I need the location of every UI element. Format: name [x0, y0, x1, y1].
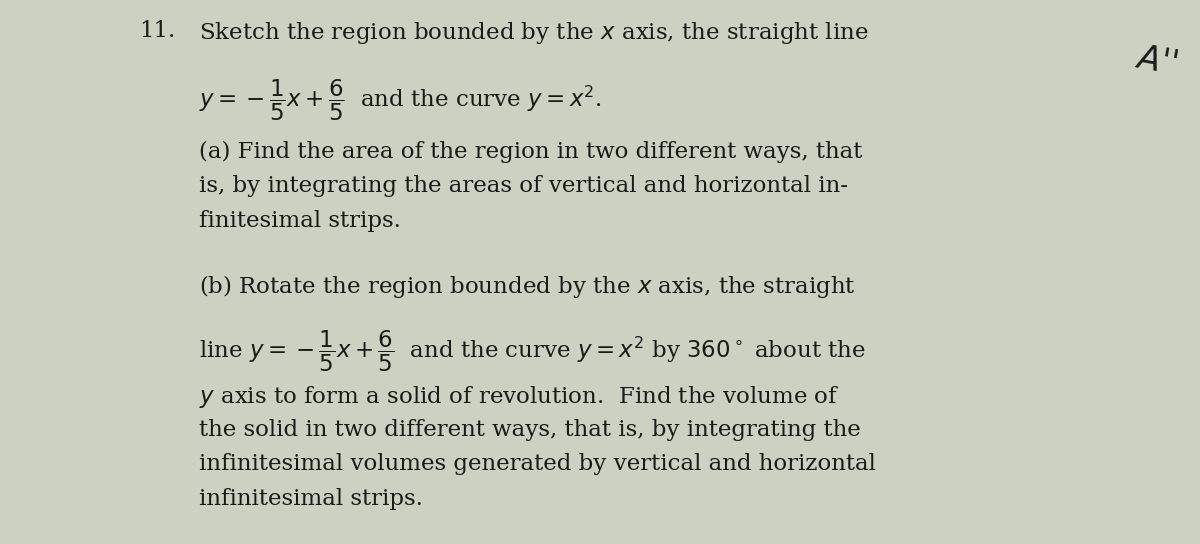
Text: infinitesimal volumes generated by vertical and horizontal: infinitesimal volumes generated by verti… [199, 453, 876, 475]
Text: (a) Find the area of the region in two different ways, that: (a) Find the area of the region in two d… [199, 140, 863, 163]
Text: 11.: 11. [139, 20, 175, 42]
Text: finitesimal strips.: finitesimal strips. [199, 210, 401, 232]
Text: $y = -\dfrac{1}{5}x + \dfrac{6}{5}$  and the curve $y = x^2$.: $y = -\dfrac{1}{5}x + \dfrac{6}{5}$ and … [199, 77, 601, 122]
Text: (b) Rotate the region bounded by the $x$ axis, the straight: (b) Rotate the region bounded by the $x$… [199, 273, 856, 300]
Text: $y$ axis to form a solid of revolution.  Find the volume of: $y$ axis to form a solid of revolution. … [199, 384, 840, 410]
Text: infinitesimal strips.: infinitesimal strips. [199, 488, 422, 510]
Text: $A$'': $A$'' [1133, 42, 1180, 81]
Text: is, by integrating the areas of vertical and horizontal in-: is, by integrating the areas of vertical… [199, 175, 848, 197]
Text: Sketch the region bounded by the $x$ axis, the straight line: Sketch the region bounded by the $x$ axi… [199, 20, 869, 46]
Text: the solid in two different ways, that is, by integrating the: the solid in two different ways, that is… [199, 419, 860, 441]
Text: line $y = -\dfrac{1}{5}x + \dfrac{6}{5}$  and the curve $y = x^2$ by $360^\circ$: line $y = -\dfrac{1}{5}x + \dfrac{6}{5}$… [199, 329, 866, 374]
